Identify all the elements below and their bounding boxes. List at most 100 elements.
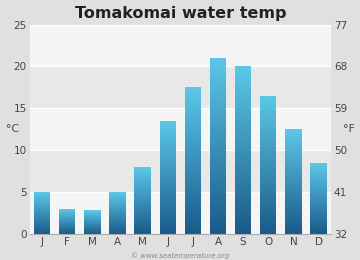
Bar bbox=[235, 232, 251, 234]
Bar bbox=[159, 180, 176, 181]
Bar bbox=[135, 205, 151, 206]
Bar bbox=[185, 115, 201, 117]
Bar bbox=[285, 161, 302, 162]
Bar bbox=[260, 125, 276, 127]
Bar bbox=[260, 187, 276, 189]
Bar bbox=[285, 195, 302, 196]
Bar bbox=[185, 230, 201, 232]
Bar bbox=[310, 193, 327, 194]
Bar bbox=[310, 218, 327, 219]
Bar bbox=[310, 183, 327, 184]
Bar bbox=[185, 225, 201, 226]
Bar bbox=[135, 197, 151, 198]
Bar bbox=[135, 173, 151, 174]
Bar bbox=[185, 96, 201, 98]
Bar bbox=[310, 233, 327, 234]
Bar bbox=[260, 211, 276, 213]
Bar bbox=[260, 220, 276, 222]
Bar bbox=[235, 213, 251, 215]
Bar bbox=[310, 197, 327, 198]
Bar bbox=[260, 151, 276, 153]
Bar bbox=[185, 89, 201, 91]
Bar bbox=[59, 226, 76, 227]
Bar bbox=[59, 224, 76, 225]
Bar bbox=[260, 166, 276, 168]
Bar bbox=[84, 223, 100, 224]
Bar bbox=[34, 221, 50, 222]
Bar bbox=[210, 199, 226, 201]
Bar bbox=[59, 213, 76, 214]
Bar bbox=[210, 146, 226, 148]
Bar bbox=[260, 149, 276, 151]
Bar bbox=[59, 212, 76, 213]
Bar bbox=[109, 193, 126, 194]
Bar bbox=[310, 209, 327, 210]
Bar bbox=[260, 156, 276, 158]
Bar bbox=[310, 200, 327, 201]
Bar bbox=[159, 148, 176, 149]
Bar bbox=[235, 161, 251, 163]
Bar bbox=[135, 195, 151, 196]
Bar bbox=[310, 225, 327, 226]
Y-axis label: °C: °C bbox=[5, 124, 19, 134]
Bar bbox=[34, 227, 50, 228]
Bar bbox=[109, 214, 126, 215]
Bar bbox=[159, 135, 176, 136]
Bar bbox=[109, 208, 126, 209]
Bar bbox=[210, 221, 226, 223]
Bar bbox=[285, 131, 302, 132]
Bar bbox=[185, 184, 201, 186]
Bar bbox=[285, 132, 302, 133]
Bar bbox=[235, 85, 251, 87]
Bar bbox=[159, 165, 176, 166]
Bar bbox=[285, 185, 302, 187]
Bar bbox=[159, 145, 176, 146]
Bar bbox=[159, 197, 176, 199]
Bar bbox=[260, 118, 276, 120]
Bar bbox=[59, 233, 76, 234]
Title: Tomakomai water temp: Tomakomai water temp bbox=[75, 5, 286, 21]
Bar bbox=[185, 102, 201, 104]
Bar bbox=[310, 181, 327, 182]
Bar bbox=[159, 214, 176, 216]
Bar bbox=[159, 218, 176, 220]
Bar bbox=[59, 227, 76, 228]
Bar bbox=[59, 216, 76, 217]
Bar bbox=[235, 223, 251, 225]
Bar bbox=[235, 125, 251, 127]
Bar bbox=[235, 131, 251, 133]
Bar bbox=[285, 188, 302, 189]
Bar bbox=[135, 183, 151, 184]
Bar bbox=[34, 211, 50, 212]
Bar bbox=[135, 227, 151, 228]
Bar bbox=[135, 229, 151, 230]
Bar bbox=[185, 117, 201, 119]
Bar bbox=[185, 201, 201, 203]
Bar bbox=[159, 128, 176, 129]
Bar bbox=[235, 196, 251, 198]
Bar bbox=[159, 122, 176, 124]
Bar bbox=[185, 179, 201, 181]
Bar bbox=[260, 120, 276, 122]
Bar bbox=[34, 199, 50, 200]
Bar bbox=[109, 209, 126, 210]
Bar bbox=[260, 206, 276, 208]
Bar bbox=[210, 104, 226, 106]
Bar bbox=[285, 200, 302, 201]
Bar bbox=[260, 123, 276, 125]
Bar bbox=[109, 226, 126, 227]
Bar bbox=[185, 210, 201, 212]
Bar bbox=[84, 227, 100, 228]
Bar bbox=[109, 229, 126, 230]
Bar bbox=[185, 95, 201, 96]
Bar bbox=[109, 217, 126, 218]
Bar bbox=[109, 198, 126, 199]
Bar bbox=[135, 216, 151, 217]
Bar bbox=[109, 218, 126, 219]
Bar bbox=[185, 170, 201, 172]
Bar bbox=[185, 173, 201, 175]
Bar bbox=[210, 232, 226, 234]
Bar bbox=[159, 183, 176, 184]
Bar bbox=[59, 231, 76, 232]
Bar bbox=[34, 217, 50, 218]
